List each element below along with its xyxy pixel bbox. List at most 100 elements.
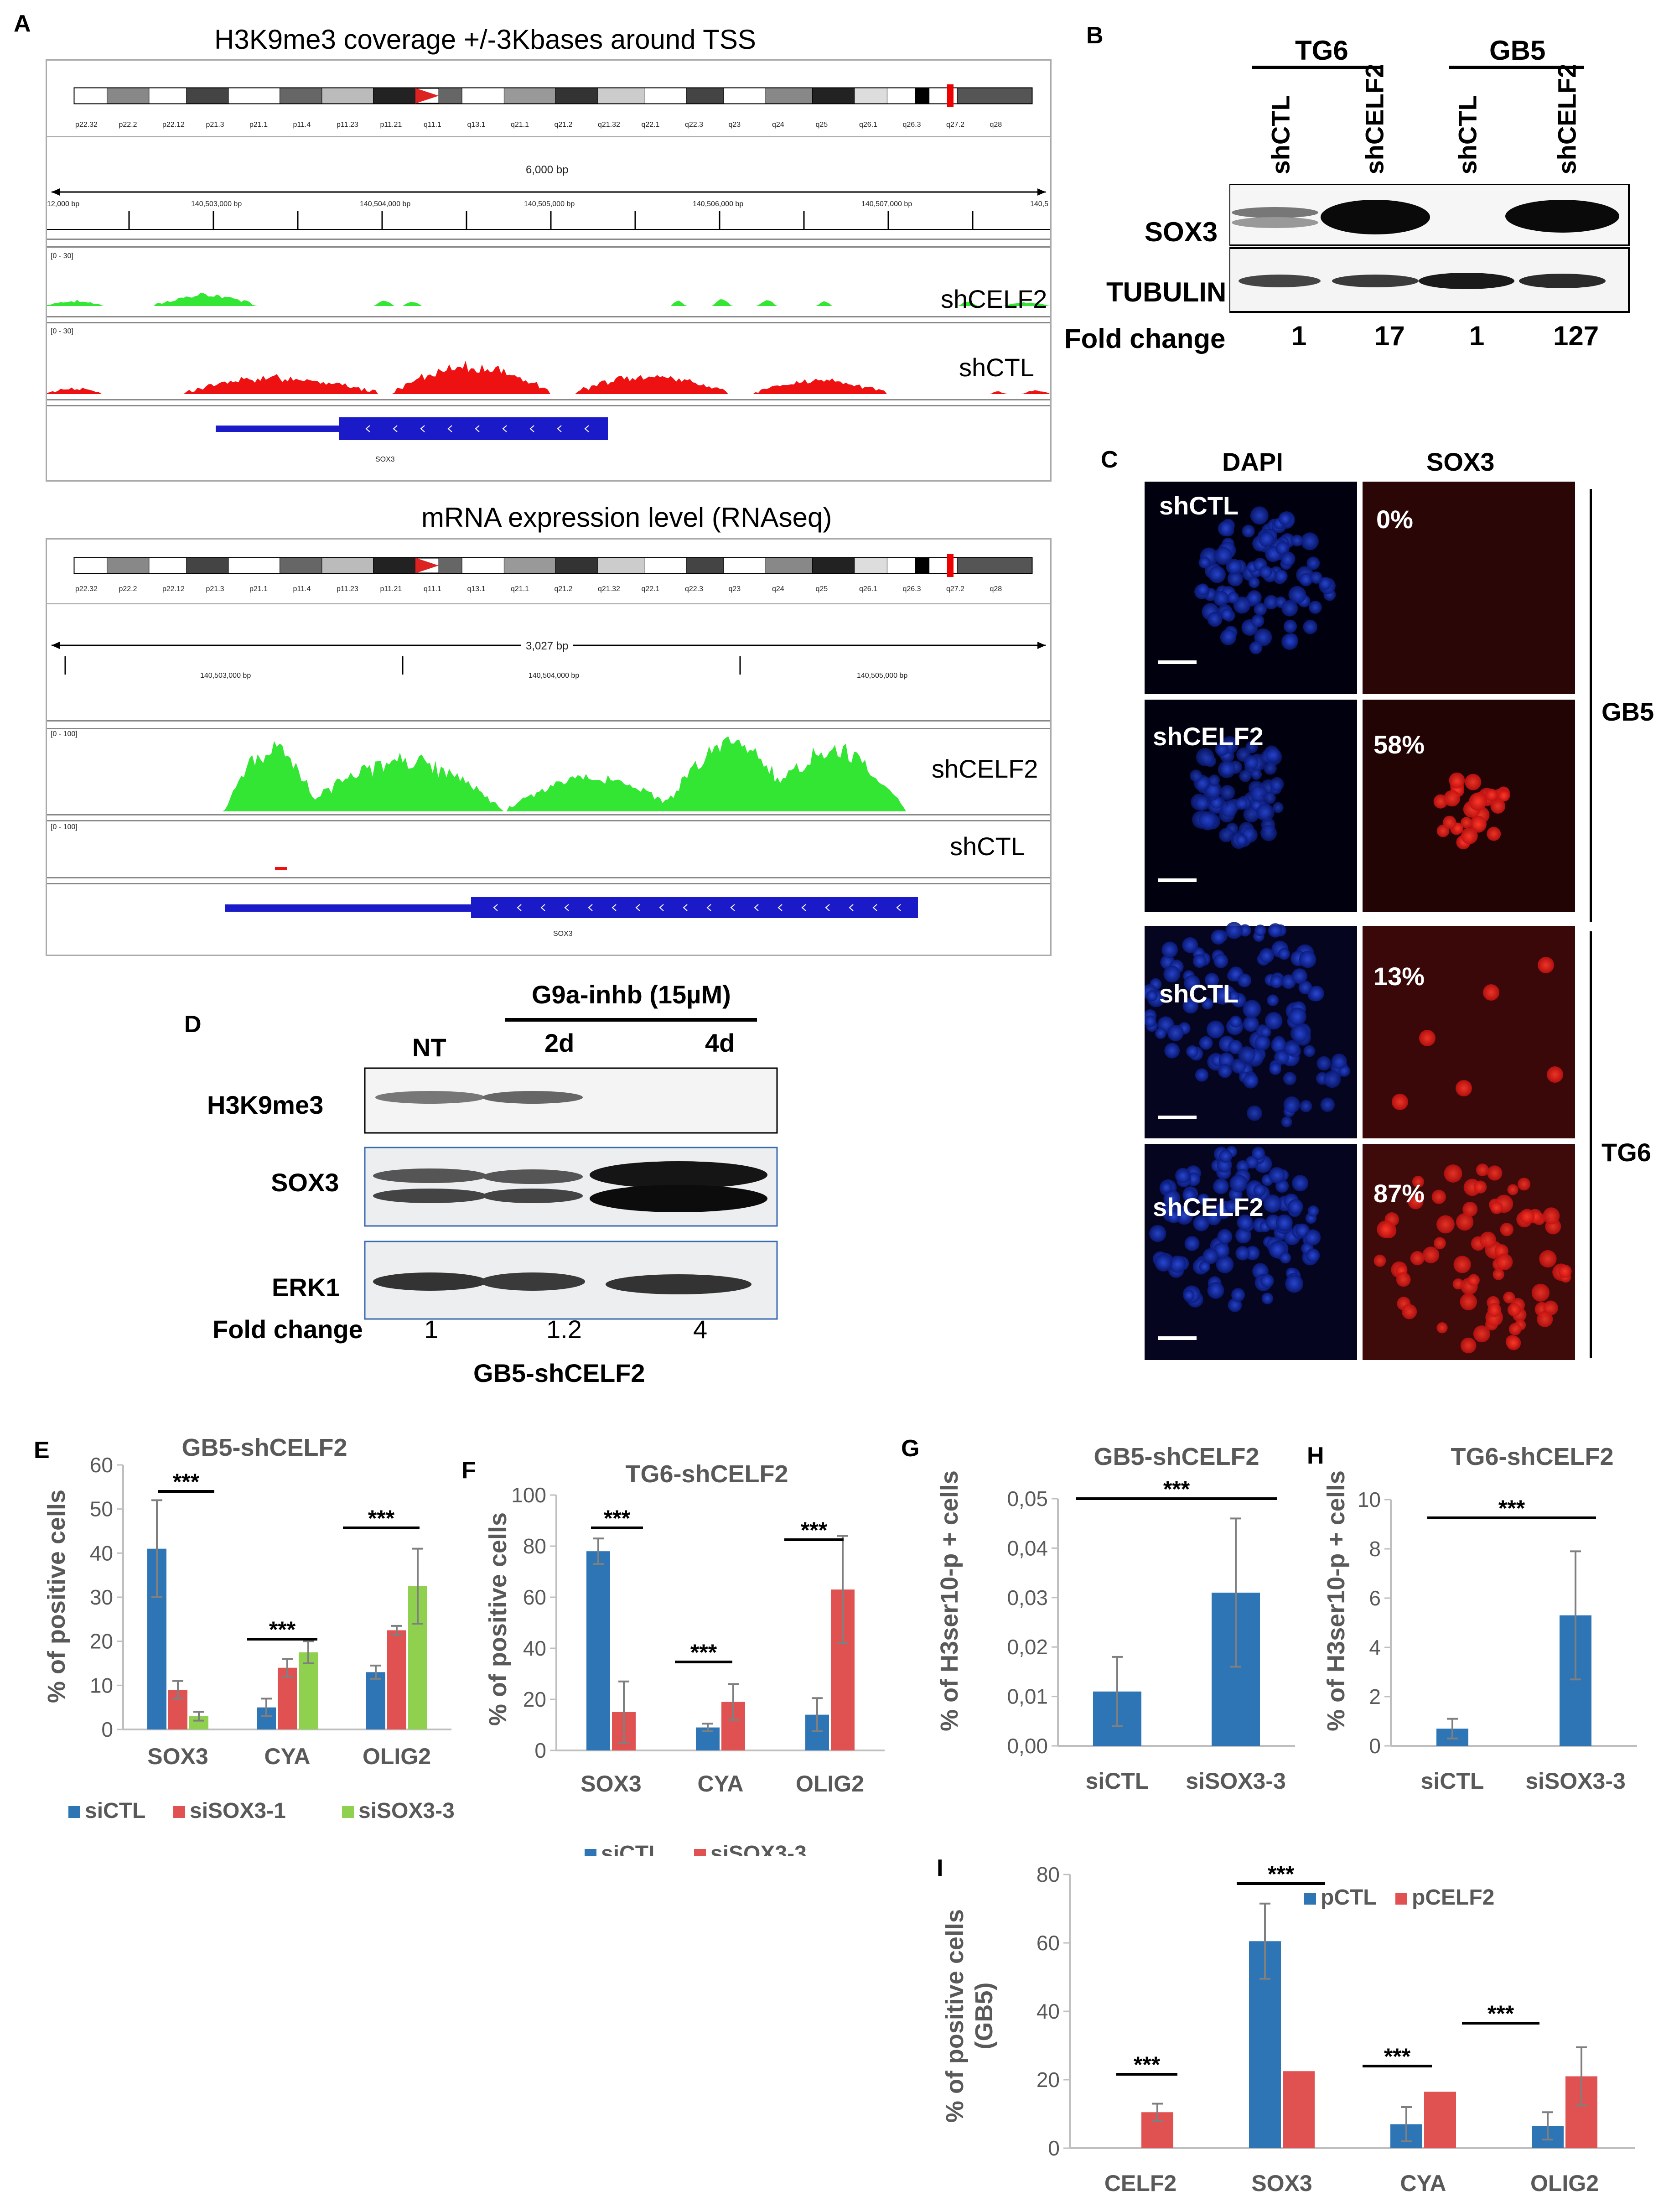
if-row-3-label: shCTL xyxy=(1159,979,1239,1008)
track-label-rnaseq-shcelf2: shCELF2 xyxy=(932,754,1038,783)
chart-g-title: GB5-shCELF2 xyxy=(1094,1443,1259,1470)
blot-d-row-erk1: ERK1 xyxy=(272,1273,340,1302)
blot-b-row-tubulin: TUBULIN xyxy=(1106,277,1227,307)
chart-i-ylabel-1: (GB5) xyxy=(970,1983,998,2050)
ideogram-band-20: q27.2 xyxy=(946,121,965,129)
blot-d-image xyxy=(364,1067,778,1320)
blot-b-row-sox3: SOX3 xyxy=(1145,217,1218,247)
chart-e-sig-2: *** xyxy=(368,1506,395,1531)
chart-f-title: TG6-shCELF2 xyxy=(625,1460,788,1488)
chart-g-sig-0: *** xyxy=(1163,1476,1190,1502)
chart-f-sig-0: *** xyxy=(604,1506,631,1531)
chart-e-bar-2-1 xyxy=(299,1652,318,1729)
blot-d-lane-4d: 4d xyxy=(705,1028,735,1057)
chart-e-title: GB5-shCELF2 xyxy=(181,1434,347,1461)
coord-1-4: 140,506,000 bp xyxy=(693,200,744,208)
ideogram-band-21: q28 xyxy=(990,121,1002,129)
chart-i-cat-2: CYA xyxy=(1400,2170,1446,2196)
ideogram-band-10: q21.1 xyxy=(511,585,529,593)
ideogram-band-21: q28 xyxy=(990,585,1002,593)
chart-e-cat-1: CYA xyxy=(264,1744,311,1769)
ruler-1 xyxy=(47,188,1050,230)
ideogram-band-1: p22.2 xyxy=(119,585,137,593)
ideogram-band-19: q26.3 xyxy=(902,585,921,593)
blot-b-lane-2: shCELF2 xyxy=(1360,63,1389,175)
blot-b-fold-3: 1 xyxy=(1469,321,1485,351)
ideogram-band-14: q22.3 xyxy=(685,585,704,593)
chart-g-ytick-1: 0,01 xyxy=(1007,1685,1048,1708)
blot-d-row-h3k9me3: H3K9me3 xyxy=(207,1090,324,1119)
ideogram-band-9: q13.1 xyxy=(467,585,486,593)
rnaseq-track-shcelf2 xyxy=(47,736,1050,811)
if-row-2-label: shCELF2 xyxy=(1153,722,1264,751)
gene-label-2: SOX3 xyxy=(553,930,573,938)
chart-g-cat-0: siCTL xyxy=(1086,1768,1149,1794)
chart-e-cat-0: SOX3 xyxy=(147,1744,208,1769)
chart-i-cat-0: CELF2 xyxy=(1104,2170,1176,2196)
blot-d-treatment: G9a-inhb (15µM) xyxy=(532,980,731,1009)
chart-f-cat-0: SOX3 xyxy=(580,1771,641,1797)
chart-g-ytick-5: 0,05 xyxy=(1007,1487,1048,1511)
chart-f-sig-2: *** xyxy=(801,1517,828,1543)
ideogram-band-11: q21.2 xyxy=(554,585,573,593)
chart-f-ytick-3: 60 xyxy=(523,1585,546,1609)
track-range-1b: [0 - 30] xyxy=(51,327,73,335)
ideogram-band-17: q25 xyxy=(815,585,828,593)
chart-e-ytick-6: 60 xyxy=(90,1453,113,1477)
chart-f-sig-1: *** xyxy=(690,1640,717,1665)
chart-e-ylabel-0: % of positive cells xyxy=(43,1490,70,1703)
blot-b-fold-4: 127 xyxy=(1553,321,1599,351)
chart-e-ytick-1: 10 xyxy=(90,1673,113,1697)
panel-a-title-chip: H3K9me3 coverage +/-3Kbases around TSS xyxy=(214,24,756,55)
chart-i-sig-0: *** xyxy=(1134,2052,1161,2077)
chart-g-ytick-3: 0,03 xyxy=(1007,1586,1048,1610)
panel-label-d: D xyxy=(184,1011,202,1038)
ideogram-band-labels-2: p22.32 p22.2 p22.12 p21.3 p21.1 p11.4 p11.23 p1… xyxy=(47,585,1050,596)
ideogram-band-4: p21.1 xyxy=(249,121,268,129)
panel-label-f: F xyxy=(461,1457,476,1484)
coord-2-0: 140,503,000 bp xyxy=(200,672,251,680)
if-row-1-pct: 0% xyxy=(1376,505,1413,534)
chart-e-ytick-0: 0 xyxy=(101,1718,113,1741)
chart-g-ytick-2: 0,02 xyxy=(1007,1635,1048,1659)
chart-i-sig-1: *** xyxy=(1268,1861,1295,1887)
ideogram-band-8: q11.1 xyxy=(424,121,441,129)
chart-e-ytick-3: 30 xyxy=(90,1585,113,1609)
ideogram-band-19: q26.3 xyxy=(902,121,921,129)
chart-g-cat-1: siSOX3-3 xyxy=(1186,1768,1286,1794)
chart-f-ytick-2: 40 xyxy=(523,1636,546,1660)
chart-f-ylabel-0: % of positive cells xyxy=(484,1512,512,1726)
ideogram-band-15: q23 xyxy=(728,121,741,129)
chart-e-bar-0-2 xyxy=(366,1672,385,1729)
chart-i-ytick-3: 60 xyxy=(1037,1931,1060,1955)
gene-model-1 xyxy=(216,417,608,440)
blot-b-fold-1: 1 xyxy=(1291,321,1307,351)
ideogram-band-12: q21.32 xyxy=(598,585,620,593)
chart-e-sig-1: *** xyxy=(269,1617,296,1642)
panel-label-b: B xyxy=(1086,22,1104,49)
ideogram-band-labels-1: p22.32 p22.2 p22.12 p21.3 p21.1 p11.4 p11.23 p1… xyxy=(47,121,1050,132)
chart-f-legend-1: siSOX3-3 xyxy=(710,1842,807,1856)
chart-h-title: TG6-shCELF2 xyxy=(1451,1443,1613,1470)
chart-i: 0 20 40 60 80 % of positive cells (GB5) CELF2 SO… xyxy=(941,1861,1635,2196)
if-row-2-pct: 58% xyxy=(1373,730,1425,759)
blot-b-lane-1: shCTL xyxy=(1266,95,1295,175)
chart-f-ytick-1: 20 xyxy=(523,1688,546,1711)
chart-i-ytick-1: 20 xyxy=(1037,2068,1060,2092)
chart-i-cat-1: SOX3 xyxy=(1251,2170,1312,2196)
if-micrographs xyxy=(1145,482,1575,1360)
chart-e-legend-2: siSOX3-3 xyxy=(358,1799,455,1823)
coord-2-2: 140,505,000 bp xyxy=(857,672,908,680)
chart-f-cat-2: OLIG2 xyxy=(796,1771,864,1797)
chart-e-ytick-4: 40 xyxy=(90,1541,113,1565)
ideogram-band-11: q21.2 xyxy=(554,121,573,129)
gene-label-1: SOX3 xyxy=(375,456,395,463)
chart-e-legend-swatch-2 xyxy=(342,1806,354,1818)
blot-b-lane-3: shCTL xyxy=(1453,95,1482,175)
track-label-chip-shcelf2: shCELF2 xyxy=(941,285,1047,313)
ideogram-band-0: p22.32 xyxy=(75,585,98,593)
chart-e-sig-0: *** xyxy=(173,1469,200,1495)
ideogram-band-6: p11.23 xyxy=(337,121,358,129)
track-range-2a: [0 - 100] xyxy=(51,730,78,738)
